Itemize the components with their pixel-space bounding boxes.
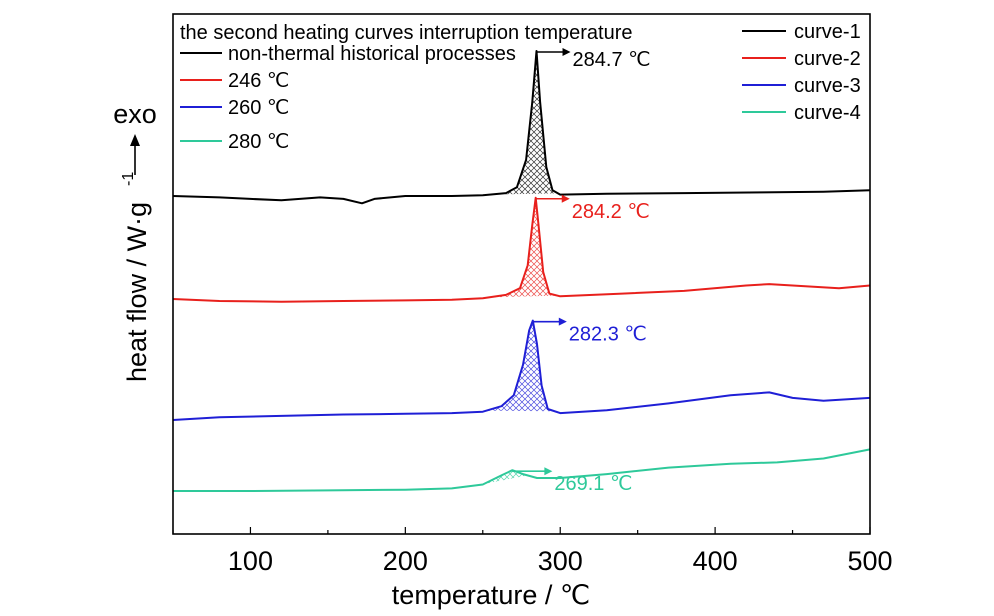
exo-arrow-head xyxy=(130,134,140,146)
peak-label-curve-3: 282.3 ℃ xyxy=(569,324,647,346)
peak-arrowhead-curve-4 xyxy=(544,467,553,476)
exo-label: exo xyxy=(113,99,157,129)
peak-label-curve-2: 284.2 ℃ xyxy=(572,201,650,223)
x-tick-label: 500 xyxy=(847,546,892,576)
y-axis-label-superscript: -1 xyxy=(120,172,137,186)
peak-area-fills xyxy=(478,56,559,486)
series-line-curve-2 xyxy=(172,196,871,303)
legend-right: curve-1 curve-2 curve-3 curve-4 xyxy=(742,21,861,124)
y-axis-label: heat flow / W·g xyxy=(122,202,152,382)
peak-area-curve-2 xyxy=(489,201,558,298)
legend-left-label: 246 ℃ xyxy=(228,70,289,92)
series-line-curve-1 xyxy=(172,50,871,205)
legend-left: the second heating curves interruption t… xyxy=(180,22,633,153)
x-tick-label: 400 xyxy=(693,546,738,576)
legend-right-label: curve-4 xyxy=(794,102,861,124)
peak-area-curve-3 xyxy=(486,321,555,412)
series-line-curve-4 xyxy=(173,448,871,492)
series-line-curve-3 xyxy=(172,319,871,421)
legend-left-label: non-thermal historical processes xyxy=(228,43,516,65)
series-curves xyxy=(172,50,871,492)
plot-frame xyxy=(172,13,871,535)
legend-right-label: curve-3 xyxy=(794,75,861,97)
legend-right-label: curve-2 xyxy=(794,48,861,70)
peak-label-curve-1: 284.7 ℃ xyxy=(573,49,651,71)
legend-right-label: curve-1 xyxy=(794,21,861,43)
peak-area-curve-1 xyxy=(490,56,559,195)
x-tick-label: 100 xyxy=(228,546,273,576)
peak-arrowhead-curve-2 xyxy=(561,194,570,203)
peak-arrowhead-curve-3 xyxy=(558,317,567,326)
peak-annotations: 284.7 ℃ 284.2 ℃ 282.3 ℃ 269.1 ℃ xyxy=(512,48,651,495)
peak-arrowhead-curve-1 xyxy=(562,48,571,56)
legend-left-label: 280 ℃ xyxy=(228,131,289,153)
peak-label-curve-4: 269.1 ℃ xyxy=(554,473,632,495)
x-tick-label: 200 xyxy=(383,546,428,576)
x-axis-label: temperature / ℃ xyxy=(392,580,590,610)
legend-left-label: 260 ℃ xyxy=(228,97,289,119)
y-axis-label-group: exo heat flow / W·g -1 xyxy=(113,99,157,382)
x-axis-ticks: 100 200 300 400 500 xyxy=(172,527,893,576)
x-tick-label: 300 xyxy=(538,546,583,576)
legend-left-title: the second heating curves interruption t… xyxy=(180,22,633,44)
